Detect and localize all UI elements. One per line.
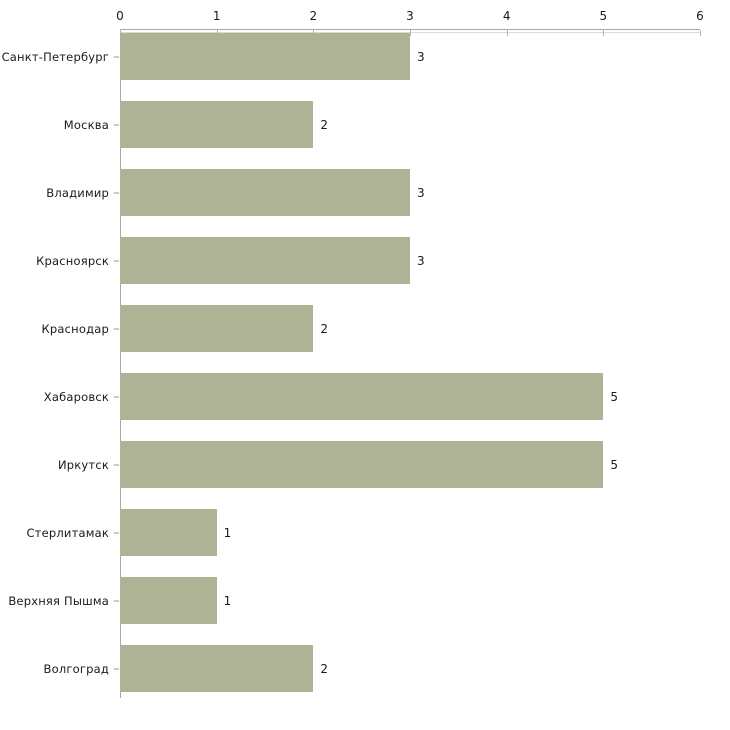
bar-value-label: 5 xyxy=(610,457,618,472)
y-axis-category-label: Верхняя Пышма xyxy=(8,593,109,608)
bar-value-label: 2 xyxy=(320,321,328,336)
y-axis-tick xyxy=(114,192,119,193)
y-axis-line xyxy=(120,30,121,698)
bar-value-label: 5 xyxy=(610,389,618,404)
y-axis-tick xyxy=(114,600,119,601)
bar[interactable] xyxy=(120,441,604,488)
y-axis-tick xyxy=(114,668,119,669)
bar-value-label: 3 xyxy=(417,49,425,64)
y-axis-category-label: Краснодар xyxy=(41,321,109,336)
bar[interactable] xyxy=(120,509,217,556)
bar[interactable] xyxy=(120,373,604,420)
x-axis-tick-label: 0 xyxy=(116,9,124,23)
bar-value-label: 1 xyxy=(223,593,232,608)
y-axis-category-label: Волгоград xyxy=(43,661,109,676)
x-axis-tick-label: 2 xyxy=(309,9,318,23)
y-axis-tick xyxy=(114,396,119,397)
x-axis-tick xyxy=(603,30,605,36)
bar[interactable] xyxy=(120,169,410,216)
y-axis-category-label: Владимир xyxy=(46,185,109,200)
x-axis-tick xyxy=(700,30,701,36)
x-axis-tick xyxy=(506,30,508,36)
x-axis-tick-label: 1 xyxy=(212,9,221,23)
x-axis-tick xyxy=(410,30,411,36)
y-axis-category-label: Стерлитамак xyxy=(26,525,109,540)
y-axis-tick xyxy=(114,260,119,261)
bar-value-label: 3 xyxy=(417,253,425,268)
bar-value-label: 1 xyxy=(223,525,232,540)
bar[interactable] xyxy=(120,33,410,80)
y-axis-tick xyxy=(114,56,119,57)
x-axis-tick-label: 5 xyxy=(599,9,608,23)
y-axis-tick xyxy=(114,124,119,125)
bar[interactable] xyxy=(120,645,314,692)
bar[interactable] xyxy=(120,305,314,352)
y-axis-category-label: Санкт-Петербург xyxy=(1,49,109,64)
y-axis-category-label: Москва xyxy=(63,117,109,132)
y-axis-category-label: Красноярск xyxy=(36,253,109,268)
bar-value-label: 2 xyxy=(320,117,328,132)
bar[interactable] xyxy=(120,577,217,624)
x-axis-tick-label: 6 xyxy=(696,9,704,23)
bar-value-label: 3 xyxy=(417,185,425,200)
y-axis-tick xyxy=(114,328,119,329)
x-axis-line xyxy=(120,29,700,30)
y-axis-tick xyxy=(114,532,119,533)
bar-value-label: 2 xyxy=(320,661,328,676)
y-axis-category-label: Иркутск xyxy=(57,457,109,472)
bar[interactable] xyxy=(120,237,410,284)
x-axis-tick-label: 4 xyxy=(502,9,511,23)
y-axis-category-label: Хабаровск xyxy=(43,389,109,404)
bar[interactable] xyxy=(120,101,314,148)
x-axis-tick-label: 3 xyxy=(406,9,414,23)
y-axis-tick xyxy=(114,464,119,465)
